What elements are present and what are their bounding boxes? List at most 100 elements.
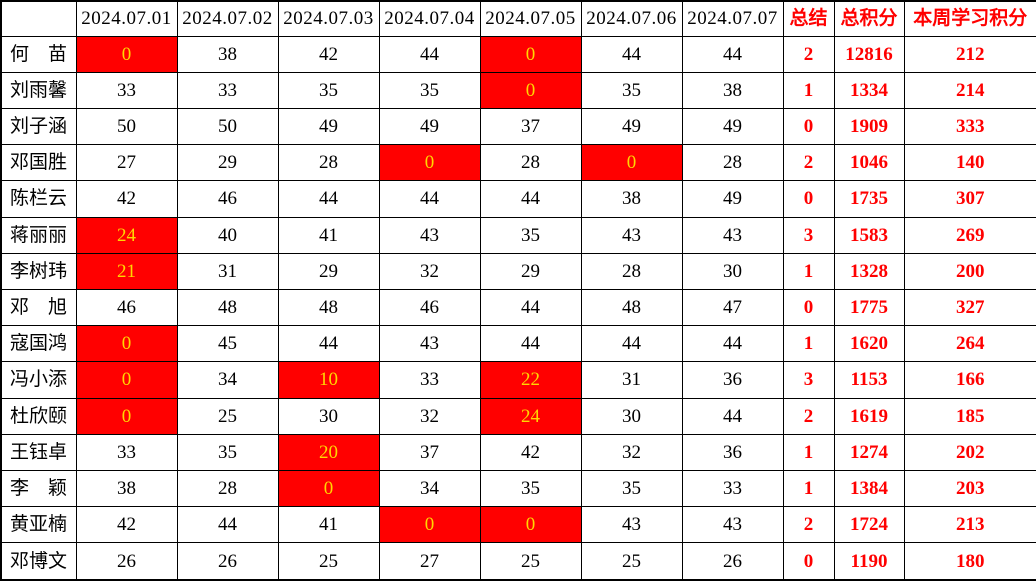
week-points-cell: 200 [903, 252, 1036, 290]
week-points-cell: 333 [903, 107, 1036, 146]
table-row: 王钰卓 33 35 20 37 42 32 36 1 1274 202 [0, 433, 1036, 471]
score-cell: 28 [681, 144, 784, 182]
score-cell: 32 [580, 433, 683, 471]
score-cell: 43 [580, 506, 683, 544]
score-cell: 37 [479, 107, 582, 146]
total-points-cell: 1046 [833, 144, 905, 182]
table-row: 邓国胜 27 29 28 0 28 0 28 2 1046 140 [0, 144, 1036, 182]
score-cell: 47 [681, 288, 784, 327]
score-cell: 27 [75, 144, 178, 182]
score-cell: 33 [378, 361, 481, 399]
student-name: 李树玮 [0, 252, 77, 290]
table-row: 何 苗 0 38 42 44 0 44 44 2 12816 212 [0, 35, 1036, 73]
score-cell: 44 [378, 35, 481, 73]
table-row: 邓 旭 46 48 48 46 44 48 47 0 1775 327 [0, 288, 1036, 327]
summary-count-cell: 2 [782, 144, 835, 182]
table-row: 杜欣颐 0 25 30 32 24 30 44 2 1619 185 [0, 397, 1036, 435]
table-row: 寇国鸿 0 45 44 43 44 44 44 1 1620 264 [0, 325, 1036, 363]
score-cell: 44 [378, 180, 481, 218]
score-cell: 44 [176, 506, 279, 544]
student-name: 刘雨馨 [0, 71, 77, 109]
score-cell: 43 [681, 216, 784, 254]
score-cell: 35 [277, 71, 380, 109]
score-cell: 44 [681, 35, 784, 73]
score-cell: 49 [378, 107, 481, 146]
table-row: 蒋丽丽 24 40 41 43 35 43 43 3 1583 269 [0, 216, 1036, 254]
score-cell-highlighted: 24 [75, 216, 178, 254]
student-name: 杜欣颐 [0, 397, 77, 435]
summary-count-cell: 3 [782, 216, 835, 254]
header-date-7: 2024.07.07 [681, 0, 784, 37]
score-cell: 44 [479, 325, 582, 363]
total-points-cell: 1775 [833, 288, 905, 327]
score-cell: 29 [277, 252, 380, 290]
score-cell: 26 [75, 542, 178, 581]
header-summary-2: 总积分 [833, 0, 905, 37]
score-cell: 44 [580, 325, 683, 363]
score-cell-highlighted: 21 [75, 252, 178, 290]
header-summary-1: 总结 [782, 0, 835, 37]
score-cell: 30 [681, 252, 784, 290]
score-cell: 41 [277, 216, 380, 254]
table-row: 黄亚楠 42 44 41 0 0 43 43 2 1724 213 [0, 506, 1036, 544]
week-points-cell: 212 [903, 35, 1036, 73]
score-cell: 36 [681, 433, 784, 471]
score-cell: 44 [277, 180, 380, 218]
week-points-cell: 180 [903, 542, 1036, 581]
summary-count-cell: 3 [782, 361, 835, 399]
score-cell: 29 [176, 144, 279, 182]
week-points-cell: 140 [903, 144, 1036, 182]
table-row: 李 颖 38 28 0 34 35 35 33 1 1384 203 [0, 469, 1036, 508]
score-cell-highlighted: 0 [277, 469, 380, 508]
total-points-cell: 1274 [833, 433, 905, 471]
score-cell: 32 [378, 397, 481, 435]
week-points-cell: 327 [903, 288, 1036, 327]
score-cell: 44 [479, 288, 582, 327]
summary-count-cell: 1 [782, 433, 835, 471]
score-cell: 49 [681, 180, 784, 218]
student-name: 刘子涵 [0, 107, 77, 146]
week-points-cell: 203 [903, 469, 1036, 508]
score-cell: 48 [277, 288, 380, 327]
student-name: 邓国胜 [0, 144, 77, 182]
score-cell: 27 [378, 542, 481, 581]
score-cell: 49 [277, 107, 380, 146]
table-row: 李树玮 21 31 29 32 29 28 30 1 1328 200 [0, 252, 1036, 290]
score-cell: 44 [580, 35, 683, 73]
score-cell: 35 [479, 469, 582, 508]
score-cell-highlighted: 0 [479, 506, 582, 544]
score-cell: 26 [681, 542, 784, 581]
score-cell: 44 [681, 325, 784, 363]
score-cell: 45 [176, 325, 279, 363]
score-cell: 46 [378, 288, 481, 327]
total-points-cell: 1334 [833, 71, 905, 109]
student-name: 邓博文 [0, 542, 77, 581]
student-name: 蒋丽丽 [0, 216, 77, 254]
score-cell: 29 [479, 252, 582, 290]
summary-count-cell: 0 [782, 288, 835, 327]
score-cell: 46 [75, 288, 178, 327]
score-cell: 33 [75, 71, 178, 109]
score-cell: 49 [580, 107, 683, 146]
student-name: 黄亚楠 [0, 506, 77, 544]
total-points-cell: 1153 [833, 361, 905, 399]
student-name: 陈栏云 [0, 180, 77, 218]
score-cell-highlighted: 0 [479, 71, 582, 109]
score-cell: 28 [176, 469, 279, 508]
total-points-cell: 1735 [833, 180, 905, 218]
summary-count-cell: 1 [782, 252, 835, 290]
week-points-cell: 307 [903, 180, 1036, 218]
score-cell-highlighted: 0 [75, 397, 178, 435]
score-cell-highlighted: 0 [479, 35, 582, 73]
score-cell: 34 [176, 361, 279, 399]
summary-count-cell: 1 [782, 469, 835, 508]
score-cell-highlighted: 0 [75, 361, 178, 399]
score-cell-highlighted: 24 [479, 397, 582, 435]
score-cell-highlighted: 22 [479, 361, 582, 399]
score-cell: 28 [580, 252, 683, 290]
score-cell: 44 [277, 325, 380, 363]
summary-count-cell: 2 [782, 397, 835, 435]
week-points-cell: 213 [903, 506, 1036, 544]
header-date-6: 2024.07.06 [580, 0, 683, 37]
header-row: 2024.07.01 2024.07.02 2024.07.03 2024.07.04… [0, 0, 1036, 37]
